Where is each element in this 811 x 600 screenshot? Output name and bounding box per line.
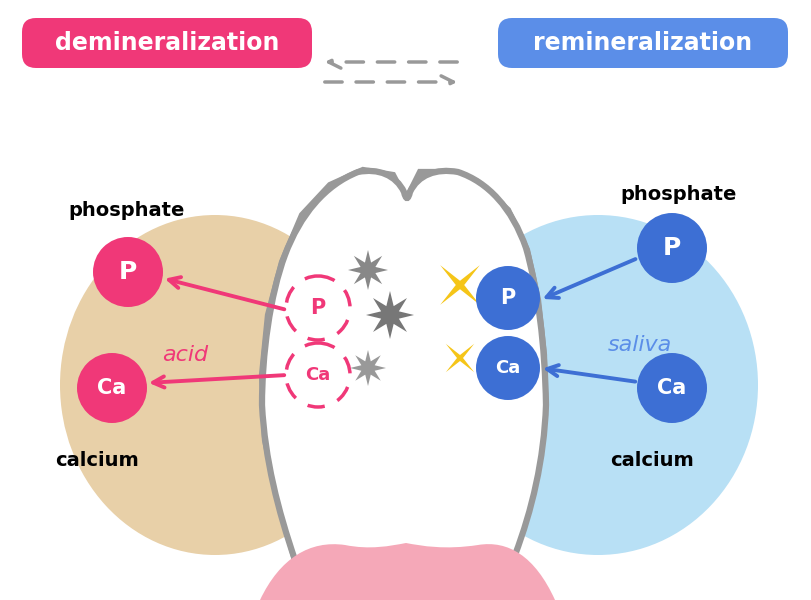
PathPatch shape — [260, 543, 554, 600]
Text: P: P — [310, 298, 325, 318]
Ellipse shape — [437, 215, 757, 555]
PathPatch shape — [262, 171, 545, 560]
Polygon shape — [348, 250, 388, 290]
Text: Ca: Ca — [305, 366, 330, 384]
FancyBboxPatch shape — [497, 18, 787, 68]
Circle shape — [475, 336, 539, 400]
Polygon shape — [440, 265, 479, 305]
Text: acid: acid — [161, 345, 208, 365]
Polygon shape — [350, 350, 385, 386]
Circle shape — [285, 276, 350, 340]
Ellipse shape — [263, 260, 372, 520]
Text: Ca: Ca — [97, 378, 127, 398]
Text: saliva: saliva — [607, 335, 672, 355]
Circle shape — [77, 353, 147, 423]
Circle shape — [636, 213, 706, 283]
Text: phosphate: phosphate — [620, 185, 736, 205]
Circle shape — [93, 237, 163, 307]
Text: demineralization: demineralization — [55, 31, 279, 55]
Circle shape — [475, 266, 539, 330]
Polygon shape — [262, 170, 544, 560]
Polygon shape — [445, 344, 474, 372]
Circle shape — [285, 343, 350, 407]
Polygon shape — [366, 291, 414, 339]
FancyBboxPatch shape — [22, 18, 311, 68]
Text: calcium: calcium — [609, 451, 693, 469]
Text: Ca: Ca — [495, 359, 520, 377]
Text: P: P — [500, 288, 515, 308]
Text: remineralization: remineralization — [533, 31, 752, 55]
Ellipse shape — [60, 215, 370, 555]
Text: calcium: calcium — [55, 451, 139, 469]
Circle shape — [636, 353, 706, 423]
Text: P: P — [118, 260, 137, 284]
Text: Ca: Ca — [657, 378, 686, 398]
Text: P: P — [662, 236, 680, 260]
Text: phosphate: phosphate — [68, 200, 184, 220]
